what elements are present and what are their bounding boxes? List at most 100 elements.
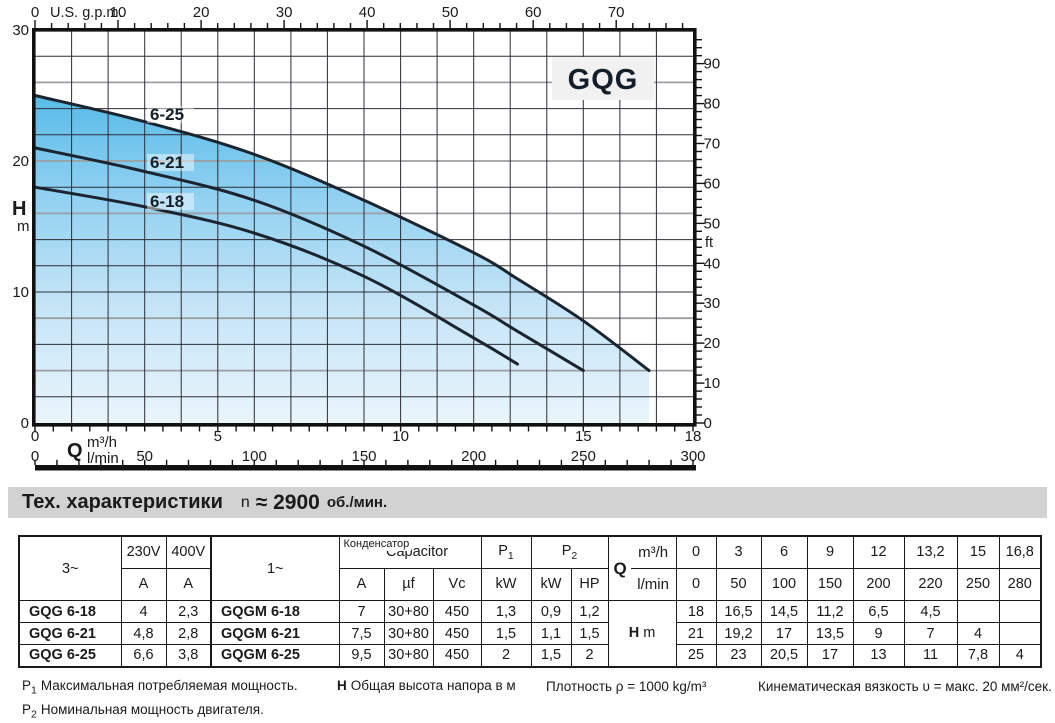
curve-label-6-25: 6-25 <box>150 105 184 124</box>
head-value: 17 <box>760 622 808 645</box>
spec-table: 3~ 230V 400V 1~ Конденсатор Capacitor P1 … <box>18 535 1042 668</box>
svg-text:70: 70 <box>608 4 625 21</box>
series-title-box <box>552 57 654 100</box>
current-400v: 3,8 <box>165 644 212 667</box>
svg-text:20: 20 <box>704 335 721 352</box>
capacitor-uf: 30+80 <box>383 600 434 623</box>
unit-amp: A <box>338 567 385 602</box>
current-1ph: 9,5 <box>338 644 385 667</box>
current-230v: 4 <box>120 600 167 623</box>
q-lmin-value: 200 <box>852 567 905 602</box>
svg-text:0: 0 <box>31 4 39 21</box>
svg-text:20: 20 <box>193 4 210 21</box>
head-value: 20,5 <box>760 644 808 667</box>
svg-text:15: 15 <box>575 428 592 445</box>
svg-text:80: 80 <box>704 96 721 113</box>
curve-label-6-21: 6-21 <box>150 153 184 172</box>
p2-symbol: P <box>22 702 32 717</box>
col-230v: 230V <box>120 535 167 569</box>
svg-text:250: 250 <box>571 448 596 465</box>
svg-text:60: 60 <box>525 4 542 21</box>
axis-top-unit: U.S. g.p.m. <box>50 5 123 21</box>
svg-text:100: 100 <box>242 448 267 465</box>
pump-model-3ph: GQG 6-21 <box>18 622 122 645</box>
current-400v: 2,3 <box>165 600 212 623</box>
heading-speed-unit: об./мин. <box>326 494 388 511</box>
svg-text:30: 30 <box>704 295 721 312</box>
col-capacitor: Конденсатор Capacitor <box>338 535 482 569</box>
head-value: 17 <box>806 644 854 667</box>
current-230v: 4,8 <box>120 622 167 645</box>
pump-model-3ph: GQG 6-18 <box>18 600 122 623</box>
curve-label-6-18: 6-18 <box>150 192 184 211</box>
svg-text:50: 50 <box>442 4 459 21</box>
heading-title: Тех. характеристики <box>22 491 223 513</box>
axis-right-unit: ft <box>705 235 713 251</box>
unit-vc: Vc <box>432 567 482 602</box>
head-value: 19,2 <box>715 622 762 645</box>
svg-text:10: 10 <box>392 428 409 445</box>
q-m3h-value: 3 <box>715 535 762 569</box>
q-m3h-value: 12 <box>852 535 905 569</box>
p1-kw: 1,5 <box>480 622 532 645</box>
capacitor-vc: 450 <box>432 622 482 645</box>
p1-kw: 2 <box>480 644 532 667</box>
curve-6-25 <box>33 94 651 373</box>
col-p2: P2 <box>530 535 609 569</box>
p2-hp: 1,2 <box>570 600 609 623</box>
heading-n-symbol: n <box>240 493 250 511</box>
head-value: 7 <box>903 622 958 645</box>
q-lmin-value: 50 <box>715 567 762 602</box>
unit-amp: A <box>120 567 167 602</box>
footnote-p1: P1 Максимальная потребляемая мощность. <box>22 678 298 697</box>
head-value: 21 <box>675 622 717 645</box>
q-m3h-value: 9 <box>806 535 854 569</box>
capacitor-vc: 450 <box>432 600 482 623</box>
head-value: 25 <box>675 644 717 667</box>
svg-text:0: 0 <box>21 415 29 432</box>
q-lmin-value: 220 <box>903 567 958 602</box>
p1-kw: 1,3 <box>480 600 532 623</box>
pump-model-1ph: GQGM 6-18 <box>210 600 340 623</box>
svg-text:40: 40 <box>704 255 721 272</box>
p2-kw: 0,9 <box>530 600 572 623</box>
svg-text:200: 200 <box>461 448 486 465</box>
svg-text:0: 0 <box>704 415 712 432</box>
axis-top-usgpm: 0 10 20 30 40 50 60 70 U.S. g.p.m. <box>31 4 684 28</box>
section-heading: Тех. характеристики n ≈ 2900 об./мин. <box>8 487 1047 518</box>
svg-text:300: 300 <box>680 448 705 465</box>
head-value: 6,5 <box>852 600 905 623</box>
h-symbol: H <box>337 678 347 693</box>
current-400v: 2,8 <box>165 622 212 645</box>
col-three-phase: 3~ <box>18 535 122 601</box>
svg-text:70: 70 <box>704 136 721 153</box>
footnote-p2-text: Номинальная мощность двигателя. <box>40 702 264 717</box>
axis-bottom-unit-m3h: m³/h <box>87 434 117 451</box>
footnote-h: H Общая высота напора в м <box>337 678 516 693</box>
unit-uf: µf <box>383 567 434 602</box>
head-value <box>956 600 1000 623</box>
head-value: 11 <box>903 644 958 667</box>
col-400v: 400V <box>165 535 212 569</box>
head-value: 11,2 <box>806 600 854 623</box>
pump-range-fill <box>35 95 650 423</box>
svg-text:40: 40 <box>359 4 376 21</box>
svg-text:30: 30 <box>276 4 293 21</box>
footnote-h-text: Общая высота напора в м <box>350 678 516 693</box>
svg-text:18: 18 <box>685 428 702 445</box>
q-m3h-value: 0 <box>675 535 717 569</box>
axis-left-unit-m: m <box>17 218 30 235</box>
head-value: 23 <box>715 644 762 667</box>
q-m3h-value: 13,2 <box>903 535 958 569</box>
curve-6-18 <box>33 185 519 366</box>
capacitor-uf: 30+80 <box>383 644 434 667</box>
current-1ph: 7 <box>338 600 385 623</box>
axis-bottom-m3h: 0 5 10 15 18 Q m³/hl/min <box>31 426 702 467</box>
p2-kw: 1,1 <box>530 622 572 645</box>
svg-text:150: 150 <box>351 448 376 465</box>
unit-kw: kW <box>530 567 572 602</box>
axis-left-h-m: 30 20 10 0 Hm <box>12 22 30 432</box>
head-value: 13 <box>852 644 905 667</box>
q-unit-lmin: l/min <box>637 576 669 593</box>
q-lmin-value: 100 <box>760 567 808 602</box>
